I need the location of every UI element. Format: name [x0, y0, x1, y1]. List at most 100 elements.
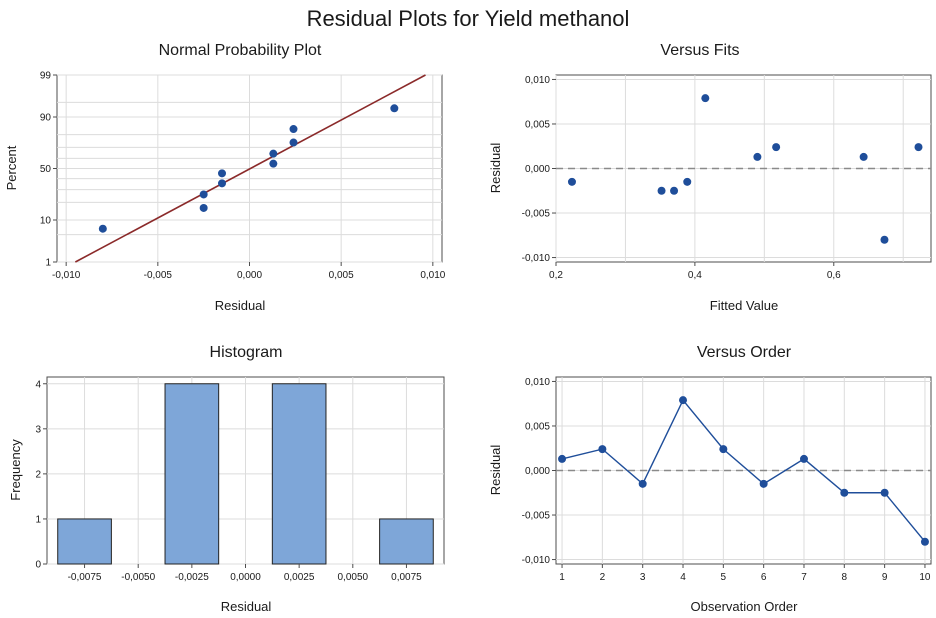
- panel-title: Normal Probability Plot: [159, 42, 322, 59]
- y-tick-label: 99: [40, 71, 52, 82]
- y-tick-label: -0,005: [522, 209, 551, 220]
- data-point: [98, 224, 107, 233]
- x-tick-label: 0,4: [688, 270, 702, 281]
- data-point: [679, 396, 688, 405]
- histogram-bar: [271, 383, 327, 565]
- series-line: [561, 398, 926, 543]
- y-tick-label: 90: [40, 112, 52, 123]
- x-tick-label: 0,0075: [391, 572, 422, 583]
- y-axis-label: Residual: [488, 143, 503, 194]
- data-point: [914, 143, 923, 152]
- histogram-bar: [57, 518, 112, 565]
- y-tick-label: 0,010: [525, 377, 550, 388]
- panel-title: Versus Order: [697, 344, 792, 361]
- x-tick-label: 5: [721, 572, 727, 583]
- histogram-plot: Histogram Residual Frequency -0,0075 -0,0…: [8, 344, 445, 614]
- data-point: [759, 479, 768, 488]
- y-tick-label: -0,010: [522, 253, 551, 264]
- y-tick-label: 0,005: [525, 119, 550, 130]
- x-axis-label: Residual: [215, 298, 266, 313]
- data-point: [859, 152, 868, 161]
- data-point: [289, 138, 298, 147]
- plot-area: 1 2 3 4 5 6 7 8 9 10 -0,010 -0,005 0,000 0,005 0,010: [522, 376, 932, 583]
- y-tick-label: 2: [35, 469, 41, 480]
- x-tick-label: 6: [761, 572, 767, 583]
- x-tick-label: 8: [842, 572, 848, 583]
- plot-area: -0,010 -0,005 0,000 0,005 0,010 1 10 50 90 99: [40, 71, 446, 282]
- y-tick-label: 10: [40, 216, 52, 227]
- x-tick-label: 3: [640, 572, 646, 583]
- histogram-bar: [379, 518, 434, 565]
- data-point: [567, 177, 576, 186]
- y-tick-label: -0,005: [522, 511, 551, 522]
- x-tick-label: 0,0050: [338, 572, 369, 583]
- x-axis-label: Residual: [221, 599, 272, 614]
- y-tick-label: 3: [35, 424, 41, 435]
- y-axis-label: Residual: [488, 445, 503, 496]
- plot-area: -0,0075 -0,0050 -0,0025 0,0000 0,0025 0,0050 0…: [35, 376, 445, 583]
- versus-order-plot: Versus Order Observation Order Residual …: [488, 344, 932, 614]
- x-tick-label: 1: [559, 572, 565, 583]
- x-tick-label: 0,000: [237, 270, 262, 281]
- data-point: [289, 125, 298, 134]
- y-tick-label: -0,010: [522, 555, 551, 566]
- data-point: [598, 445, 607, 454]
- data-point: [753, 152, 762, 161]
- data-point: [880, 235, 889, 244]
- data-point: [558, 454, 567, 463]
- x-tick-label: -0,0025: [175, 572, 209, 583]
- data-point: [880, 488, 889, 497]
- data-point: [701, 94, 710, 103]
- x-tick-label: -0,005: [144, 270, 173, 281]
- x-tick-label: 7: [801, 572, 807, 583]
- x-tick-label: 0,010: [420, 270, 445, 281]
- data-point: [840, 488, 849, 497]
- normal-probability-plot: Normal Probability Plot Residual Percent…: [4, 42, 446, 313]
- x-tick-label: 10: [919, 572, 931, 583]
- data-point: [199, 203, 208, 212]
- x-tick-label: 4: [680, 572, 686, 583]
- data-point: [390, 104, 399, 113]
- data-point: [799, 454, 808, 463]
- data-point: [920, 537, 929, 546]
- panel-title: Histogram: [210, 344, 283, 361]
- x-tick-label: -0,0075: [68, 572, 102, 583]
- x-axis-label: Fitted Value: [710, 298, 778, 313]
- x-tick-label: 0,2: [549, 270, 563, 281]
- y-tick-label: 1: [35, 514, 41, 525]
- y-tick-label: 0: [35, 560, 41, 571]
- data-point: [719, 445, 728, 454]
- data-point: [638, 479, 647, 488]
- histogram-bar: [164, 383, 220, 565]
- y-tick-label: 4: [35, 379, 41, 390]
- data-point: [269, 159, 278, 168]
- x-tick-label: 0,6: [827, 270, 841, 281]
- data-point: [199, 190, 208, 199]
- x-tick-label: 0,0000: [230, 572, 261, 583]
- x-tick-label: -0,0050: [121, 572, 155, 583]
- fit-line: [74, 74, 426, 263]
- x-tick-label: 0,005: [329, 270, 354, 281]
- y-tick-label: 0,010: [525, 75, 550, 86]
- data-point: [772, 143, 781, 152]
- y-tick-label: 0,005: [525, 421, 550, 432]
- versus-fits-plot: Versus Fits Fitted Value Residual 0,2 0,4…: [488, 42, 932, 313]
- data-point: [269, 149, 278, 158]
- panel-title: Versus Fits: [660, 42, 739, 59]
- x-tick-label: 0,0025: [284, 572, 315, 583]
- figure-title: Residual Plots for Yield methanol: [307, 6, 630, 31]
- x-tick-label: 2: [600, 572, 606, 583]
- y-axis-label: Frequency: [8, 439, 23, 501]
- x-axis-label: Observation Order: [691, 599, 799, 614]
- data-point: [657, 186, 666, 195]
- x-tick-label: -0,010: [52, 270, 81, 281]
- data-point: [218, 179, 226, 188]
- data-point: [670, 186, 679, 195]
- y-tick-label: 50: [40, 164, 52, 175]
- y-tick-label: 0,000: [525, 164, 550, 175]
- x-tick-label: 9: [882, 572, 888, 583]
- plot-area: 0,2 0,4 0,6 -0,010 -0,005 0,000 0,005 0,010: [522, 74, 932, 281]
- y-axis-label: Percent: [4, 145, 19, 190]
